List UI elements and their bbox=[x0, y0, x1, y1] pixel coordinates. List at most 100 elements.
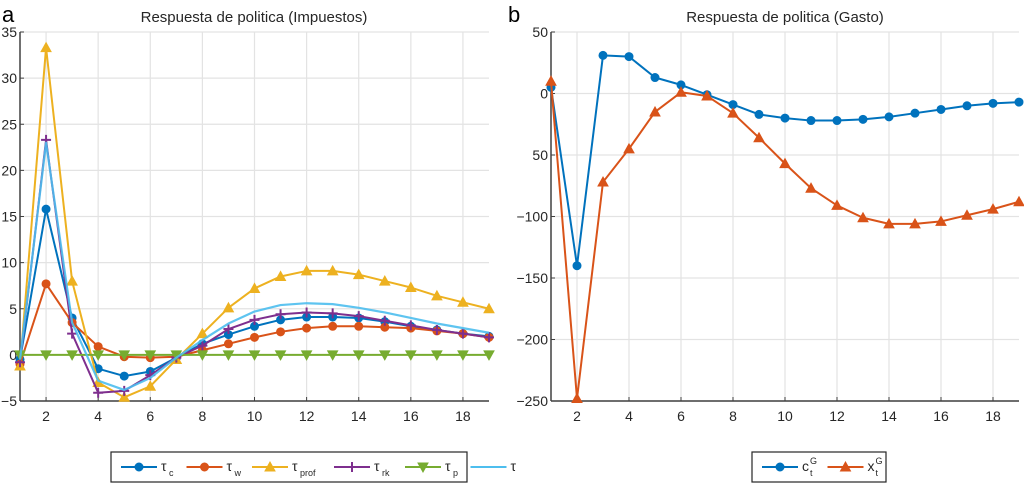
chart-title: Respuesta de politica (Gasto) bbox=[686, 9, 884, 26]
series-x-t-marker bbox=[779, 157, 791, 169]
y-tick-label: −5 bbox=[1, 393, 17, 409]
x-tick-label: 14 bbox=[881, 408, 897, 424]
series-tau-p-marker bbox=[248, 350, 261, 361]
series-tau-rk-marker bbox=[67, 328, 78, 339]
x-tick-label: 8 bbox=[729, 408, 737, 424]
series-tau-prof-marker bbox=[352, 268, 365, 280]
legend-item-tau-rk-label: τ bbox=[374, 458, 380, 474]
x-tick-label: 14 bbox=[351, 408, 367, 424]
series-tau-prof-marker bbox=[144, 380, 157, 391]
chart-title: Respuesta de politica (Impuestos) bbox=[141, 9, 368, 26]
series-x-t-marker bbox=[727, 107, 739, 118]
x-tick-label: 16 bbox=[933, 408, 949, 424]
legend-item-x-t: x Gt bbox=[827, 456, 883, 478]
series-x-t-marker bbox=[831, 199, 843, 210]
legend-item-tau-c-label: τ bbox=[161, 458, 167, 474]
legend-item-c-t-sub: t bbox=[810, 468, 813, 478]
series-c-t-marker bbox=[936, 104, 946, 114]
legend-item-tau-label: τ bbox=[511, 458, 517, 474]
series-tau-p-marker bbox=[222, 350, 235, 361]
y-tick-label: 10 bbox=[1, 255, 17, 271]
x-tick-label: 12 bbox=[829, 408, 845, 424]
panel-b-gasto: b Respuesta de politica (Gasto) 2 4 6 8 10 12 14… bbox=[508, 2, 1024, 483]
series-x-t-marker bbox=[545, 75, 557, 86]
series-x-t-marker bbox=[987, 203, 999, 214]
series-tau-rk bbox=[15, 134, 494, 398]
series-x-t-marker bbox=[1013, 195, 1024, 207]
series-tau-prof-marker bbox=[66, 275, 78, 286]
series-tau-line bbox=[18, 141, 490, 392]
series-tau-p-marker bbox=[118, 350, 131, 361]
series-c-t-marker bbox=[858, 114, 868, 124]
panel-a-impuestos: a Respuesta de politica (Impuestos) 2 4 6 8 10… bbox=[1, 2, 517, 483]
y-tick-label: −100 bbox=[516, 209, 548, 225]
legend-item-tau-prof: τ prof bbox=[252, 458, 316, 478]
y-tick-label: 30 bbox=[1, 70, 17, 86]
series-tau-p-marker bbox=[92, 350, 105, 361]
series-tau-prof-marker bbox=[118, 391, 131, 402]
series-x-t-marker bbox=[857, 211, 869, 223]
x-tick-label: 10 bbox=[247, 408, 263, 424]
series-tau-p-marker bbox=[326, 350, 339, 361]
x-tick-label: 6 bbox=[677, 408, 685, 424]
series-tau-prof-marker bbox=[483, 302, 495, 314]
series-tau-prof-marker bbox=[248, 282, 261, 293]
panel-label: a bbox=[2, 2, 15, 27]
series-c-t-marker bbox=[780, 113, 790, 123]
x-tick-label: 2 bbox=[573, 408, 581, 424]
series-tau-rk-marker bbox=[197, 340, 208, 351]
series-c-t-marker bbox=[806, 116, 816, 126]
series-tau-p-marker bbox=[144, 350, 157, 361]
y-tick-label: 5 bbox=[9, 301, 17, 317]
legend-item-c-t: c Gt bbox=[762, 456, 817, 478]
series-x-t-marker bbox=[935, 215, 947, 226]
series-tau-p-marker bbox=[196, 350, 209, 361]
series-c-t-marker bbox=[598, 50, 608, 60]
series-tau-w-marker bbox=[276, 327, 286, 337]
panel-label: b bbox=[508, 2, 520, 27]
series-tau-p bbox=[14, 350, 495, 361]
x-tick-label: 18 bbox=[985, 408, 1001, 424]
series-c-t-marker bbox=[1014, 97, 1024, 107]
series-x-t-marker bbox=[623, 142, 635, 154]
series-c-t-marker bbox=[754, 109, 764, 119]
grid bbox=[20, 31, 489, 402]
series-tau-p-marker bbox=[404, 350, 417, 361]
series-x-t-marker bbox=[675, 86, 687, 97]
series-tau-p-marker bbox=[483, 350, 495, 361]
legend-item-tau-w-marker bbox=[200, 462, 209, 472]
legend-item-tau-w-label: τ bbox=[227, 458, 233, 474]
x-tick-label: 16 bbox=[403, 408, 419, 424]
series-tau-rk-marker bbox=[379, 315, 390, 326]
series-tau-rk-marker bbox=[327, 308, 338, 319]
legend: c Gt x Gt bbox=[751, 451, 887, 483]
legend-item-tau-rk-marker bbox=[347, 462, 357, 472]
x-tick-label: 18 bbox=[455, 408, 471, 424]
series-tau-prof-marker bbox=[40, 41, 52, 53]
series-tau-p-marker bbox=[274, 350, 287, 361]
y-tick-label: 0 bbox=[540, 86, 548, 102]
x-tick-label: 4 bbox=[625, 408, 633, 424]
y-tick-label: −200 bbox=[516, 332, 548, 348]
series-tau-p-marker bbox=[40, 350, 52, 361]
y-tick-label: 50 bbox=[532, 147, 548, 163]
series-c-t-marker bbox=[624, 52, 634, 62]
y-tick-label: 20 bbox=[1, 162, 17, 178]
series-x-t-marker bbox=[571, 392, 583, 404]
legend-item-tau-rk: τ rk bbox=[334, 458, 390, 478]
grid bbox=[551, 31, 1019, 402]
series-x-t-marker bbox=[597, 176, 609, 187]
series-c-t-marker bbox=[650, 73, 660, 83]
series-tau-p-marker bbox=[352, 350, 365, 361]
series-tau-p-marker bbox=[457, 350, 469, 361]
x-tick-label: 2 bbox=[42, 408, 50, 424]
series-tau-w-marker bbox=[250, 332, 259, 342]
series-x-t-marker bbox=[909, 217, 921, 229]
series-tau-prof-marker bbox=[378, 275, 391, 286]
series-tau-rk-marker bbox=[275, 309, 286, 320]
legend-item-x-t-marker bbox=[839, 460, 852, 472]
legend-item-tau-p-marker bbox=[417, 462, 429, 474]
series-tau-p-marker bbox=[300, 350, 313, 361]
